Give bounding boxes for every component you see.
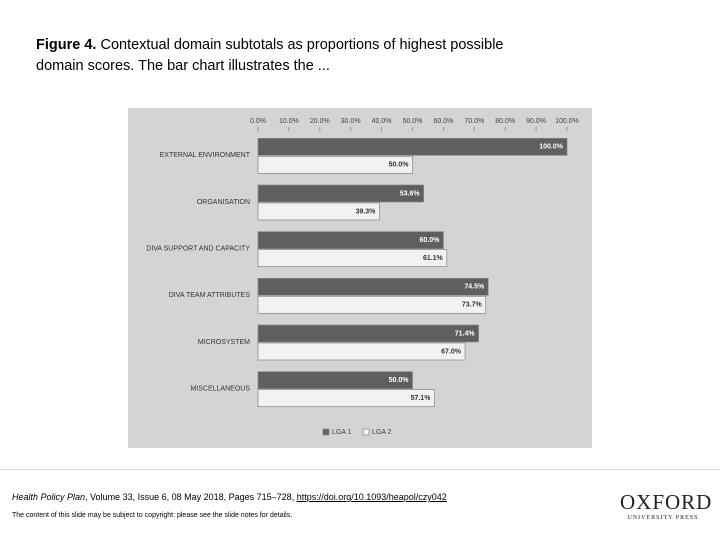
x-tick-label: 20.0% xyxy=(310,118,330,125)
bar xyxy=(257,155,413,174)
x-tick-label: 60.0% xyxy=(433,118,453,125)
y-tick-label: MICROSYSTEM xyxy=(198,339,250,346)
bar xyxy=(257,389,435,408)
y-tick-label: ORGANISATION xyxy=(197,199,250,206)
bar xyxy=(257,295,487,314)
bar xyxy=(257,324,479,343)
figure-label: Figure 4. xyxy=(36,37,97,53)
legend-swatch xyxy=(362,428,370,436)
x-tick-label: 10.0% xyxy=(279,118,299,125)
bar xyxy=(257,184,424,203)
caption-text: Contextual domain subtotals as proportio… xyxy=(36,37,504,74)
data-label: 39.3% xyxy=(356,208,377,215)
x-tick-label: 70.0% xyxy=(464,118,484,125)
x-tick-label: 90.0% xyxy=(526,118,546,125)
y-tick-label: EXTERNAL ENVIRONMENT xyxy=(160,152,251,159)
data-label: 100.0% xyxy=(539,144,564,151)
x-tick-label: 80.0% xyxy=(495,118,515,125)
legend-label: LGA 2 xyxy=(372,429,392,436)
legend-swatch xyxy=(322,428,330,436)
bar xyxy=(257,137,568,156)
doi-link[interactable]: https://doi.org/10.1093/heapol/czy042 xyxy=(296,492,447,502)
logo: OXFORD UNIVERSITY PRESS xyxy=(620,490,713,521)
citation-text: , Volume 33, Issue 6, 08 May 2018, Pages… xyxy=(85,492,297,502)
logo-subtext: UNIVERSITY PRESS xyxy=(627,515,699,521)
y-tick-label: DIVA TEAM ATTRIBUTES xyxy=(169,292,251,299)
x-tick-label: 100.0% xyxy=(555,118,579,125)
citation: Health Policy Plan, Volume 33, Issue 6, … xyxy=(12,492,447,502)
x-tick-label: 30.0% xyxy=(341,118,361,125)
data-label: 74.5% xyxy=(464,284,485,291)
data-label: 73.7% xyxy=(462,302,483,309)
legend-label: LGA 1 xyxy=(332,429,352,436)
data-label: 60.0% xyxy=(420,237,441,244)
data-label: 50.0% xyxy=(389,377,410,384)
bar xyxy=(257,342,466,361)
data-label: 61.1% xyxy=(423,255,444,262)
journal: Health Policy Plan xyxy=(12,492,86,502)
caption: Figure 4. Contextual domain subtotals as… xyxy=(36,35,506,77)
data-label: 50.0% xyxy=(389,162,410,169)
bar xyxy=(257,277,489,296)
logo-text: OXFORD xyxy=(620,490,713,514)
data-label: 71.4% xyxy=(455,330,476,337)
data-label: 53.6% xyxy=(400,190,421,197)
x-tick-label: 50.0% xyxy=(403,118,423,125)
x-tick-label: 40.0% xyxy=(372,118,392,125)
bar xyxy=(257,249,448,268)
x-tick-label: 0.0% xyxy=(250,118,266,125)
y-tick-label: DIVA SUPPORT AND CAPACITY xyxy=(146,246,250,253)
bar xyxy=(257,231,444,250)
bar xyxy=(257,202,380,221)
data-label: 67.0% xyxy=(441,348,462,355)
data-label: 57.1% xyxy=(411,395,432,402)
chart: 0.0% 10.0% 20.0% 30.0% 40.0% 50.0% 60.0% 70.0% 8… xyxy=(0,108,720,470)
y-tick-label: MISCELLANEOUS xyxy=(190,386,250,393)
bar xyxy=(257,371,413,390)
copyright: The content of this slide may be subject… xyxy=(12,512,293,519)
